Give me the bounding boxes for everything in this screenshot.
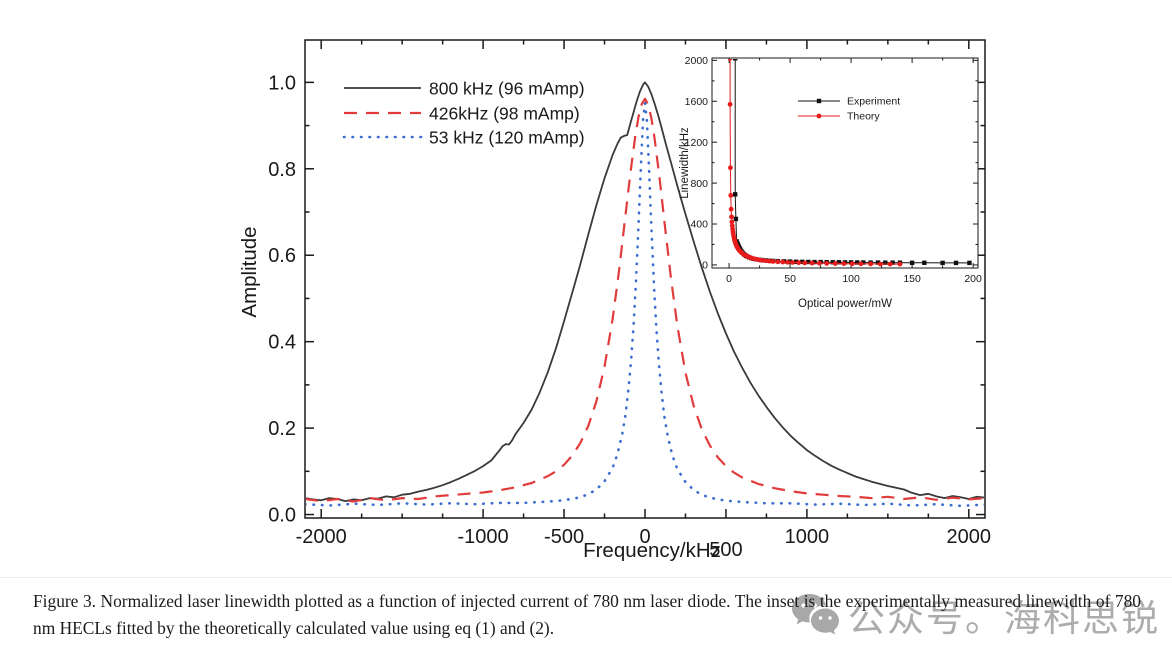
main-plot-ytick-label: 0.0 [268, 505, 296, 527]
inset-legend-marker-0 [816, 98, 822, 104]
main-plot-ytick-label: 0.6 [268, 245, 296, 267]
inset-plot-xtick-label: 0 [726, 273, 732, 285]
main-plot-yaxis-title: Amplitude [238, 226, 261, 317]
inset-plot-ytick-label: 1200 [685, 137, 709, 149]
main-plot-xtick-label: -2000 [296, 526, 347, 548]
inset-legend-label-0: Experiment [847, 96, 900, 108]
main-plot-series [306, 81, 984, 508]
legend-label-0: 800 kHz (96 mAmp) [429, 79, 585, 99]
figure-caption: Figure 3. Normalized laser linewidth plo… [33, 591, 1141, 638]
main-plot-box [304, 39, 986, 519]
inset-plot-ytick-label: 400 [690, 219, 708, 231]
inset-plot-xtick-label: 150 [903, 273, 921, 285]
inset-plot-yaxis-title: Linewidth/kHz [679, 127, 691, 199]
main-plot-xtick-label: -500 [544, 526, 584, 548]
main-plot-xtick-label: 500 [709, 539, 742, 561]
inset-plot-series [727, 59, 972, 267]
main-plot-ytick-label: 0.8 [268, 159, 296, 181]
main-plot-curve-2 [306, 101, 984, 508]
main-plot-xaxis-title: Frequency/kHz [583, 539, 721, 562]
main-plot-ytick-label: 0.2 [268, 418, 296, 440]
inset-plot-xtick-label: 100 [842, 273, 860, 285]
page-divider [0, 577, 1172, 578]
inset-plot-box [711, 57, 979, 269]
inset-plot-ytick-label: 1600 [685, 96, 709, 108]
main-plot-curve-1 [306, 97, 984, 503]
inset-plot-markers-1 [727, 59, 903, 267]
main-plot-ytick-label: 0.4 [268, 332, 296, 354]
main-plot-xtick-label: 1000 [785, 526, 830, 548]
inset-plot-ytick-label: 2000 [685, 55, 709, 67]
legend-label-2: 53 kHz (120 mAmp) [429, 128, 585, 148]
inset-plot-ytick-label: 800 [690, 178, 708, 190]
inset-legend-label-1: Theory [847, 111, 880, 123]
inset-legend: Experiment Theory [798, 96, 900, 123]
main-plot-axis-titles: Frequency/kHz Amplitude [238, 226, 721, 562]
legend-label-1: 426kHz (98 mAmp) [429, 104, 580, 124]
main-plot-curve-0 [306, 81, 984, 502]
inset-legend-marker-1 [816, 113, 822, 119]
inset-plot-background [712, 58, 978, 268]
inset-plot-ytick-label: 0 [702, 260, 708, 272]
main-plot-xtick-label: -1000 [458, 526, 509, 548]
main-plot-xtick-label: 0 [639, 526, 650, 548]
inset-plot-axis-titles: Optical power/mW Linewidth/kHz [679, 127, 892, 310]
main-legend: 800 kHz (96 mAmp) 426kHz (98 mAmp) 53 kHz … [342, 79, 585, 148]
inset-plot-xaxis-title: Optical power/mW [798, 298, 892, 310]
main-plot-xtick-label: 2000 [947, 526, 992, 548]
inset-plot-xtick-label: 50 [784, 273, 796, 285]
inset-plot-xtick-label: 200 [964, 273, 982, 285]
main-plot-ytick-label: 1.0 [268, 72, 296, 94]
